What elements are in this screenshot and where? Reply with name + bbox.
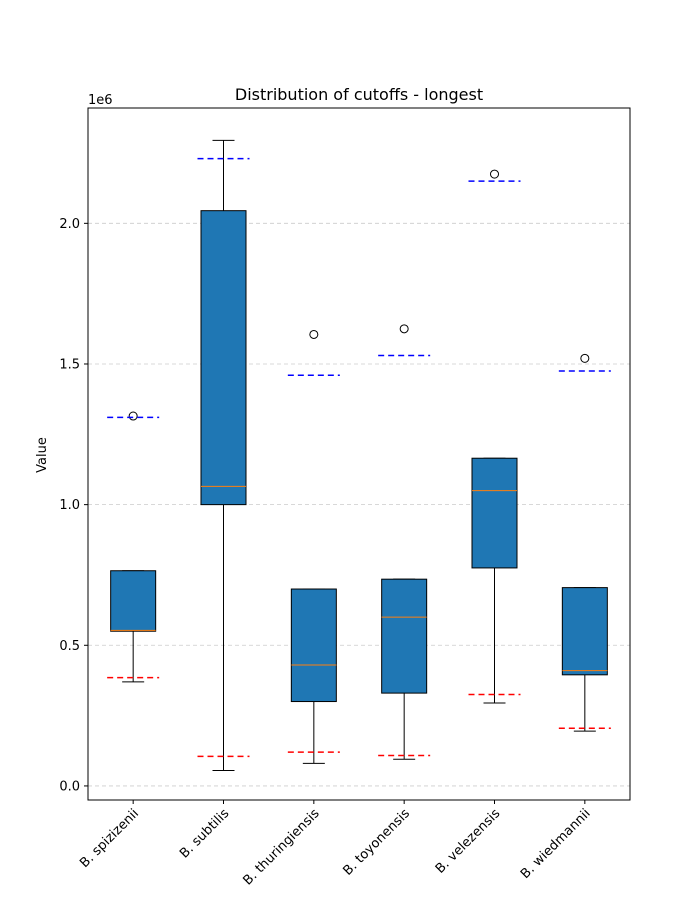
y-axis-label: Value	[35, 437, 50, 473]
box-iqr	[381, 578, 428, 694]
box-iqr	[110, 570, 157, 632]
y-tick-label: 0.5	[59, 639, 80, 654]
box-group	[468, 169, 521, 704]
x-tick-label: B. thuringiensis	[240, 806, 322, 888]
y-tick-label: 2.0	[59, 217, 80, 232]
box-group	[378, 324, 431, 760]
y-tick-label: 1.5	[59, 357, 80, 372]
chart-title: Distribution of cutoffs - longest	[235, 85, 483, 104]
plot-area-frame	[87, 107, 631, 801]
x-tick-label: B. subtilis	[177, 806, 232, 861]
outlier-point	[490, 169, 499, 179]
box-group	[558, 353, 611, 732]
outlier-point	[128, 411, 138, 421]
box-group	[197, 139, 250, 771]
box-group	[287, 329, 340, 764]
box-plot-marks	[107, 139, 611, 771]
outlier-point	[309, 329, 319, 339]
outlier-point	[399, 324, 409, 334]
box-iqr	[290, 588, 337, 703]
x-tick-label: B. spizizenii	[77, 806, 142, 871]
x-tick-label: B. velezensis	[433, 806, 504, 877]
x-tick-label: B. toyonensis	[341, 806, 414, 879]
box-iqr	[471, 457, 518, 569]
x-tick-label: B. wiedmannii	[518, 806, 594, 882]
box-group	[107, 411, 160, 683]
box-iqr	[200, 210, 247, 506]
grid-lines	[88, 222, 630, 787]
outlier-point	[580, 353, 590, 363]
box-iqr	[561, 587, 608, 676]
y-tick-label: 1.0	[59, 498, 80, 513]
y-axis-scale-label: 1e6	[88, 93, 113, 108]
y-tick-label: 0.0	[59, 779, 80, 794]
